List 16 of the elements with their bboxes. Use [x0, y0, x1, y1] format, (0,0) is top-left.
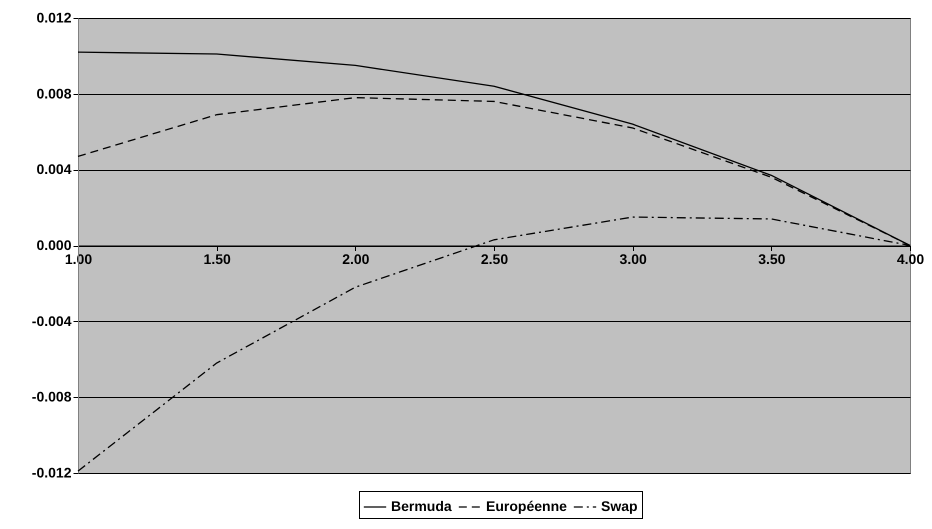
y-tick-label: -0.004 [32, 312, 72, 329]
legend-label: Bermuda [391, 498, 452, 514]
x-tick-label: 3.50 [758, 251, 786, 267]
x-tick-label: 1.50 [204, 251, 232, 267]
y-tick-label: 0.000 [36, 237, 72, 253]
x-tick-label: 4.00 [896, 251, 924, 267]
x-tick-label: 2.50 [480, 251, 508, 267]
x-tick-label: 2.00 [342, 251, 370, 267]
x-tick-label: 3.00 [620, 251, 648, 267]
y-tick-label: -0.012 [32, 464, 72, 480]
y-tick-label: -0.008 [32, 388, 72, 405]
legend-label: Européenne [486, 498, 568, 514]
y-tick-label: 0.012 [36, 10, 72, 26]
legend-label: Swap [601, 498, 638, 514]
y-tick-label: 0.004 [36, 161, 72, 178]
y-tick-label: 0.008 [36, 85, 72, 102]
